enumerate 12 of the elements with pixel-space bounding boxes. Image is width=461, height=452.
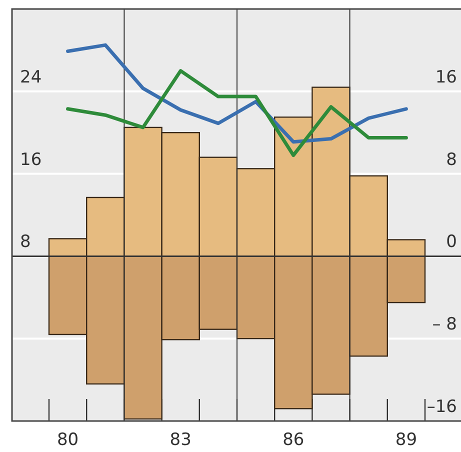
- x-tick-label: 89: [395, 430, 418, 450]
- y-tick-label: 8: [20, 232, 31, 252]
- x-tick-label: 86: [282, 430, 304, 450]
- y2-tick-label: 16: [435, 67, 457, 88]
- y2-tick-label: –16: [426, 397, 457, 417]
- y2-tick-label: 0: [446, 232, 457, 252]
- x-tick-label: 80: [56, 430, 79, 450]
- x-tick-label: 83: [170, 430, 192, 450]
- y2-tick-label: 8: [446, 150, 457, 170]
- y2-tick-label: – 8: [432, 314, 457, 335]
- y-tick-label: 24: [20, 67, 42, 88]
- y-tick-label: 16: [20, 150, 42, 170]
